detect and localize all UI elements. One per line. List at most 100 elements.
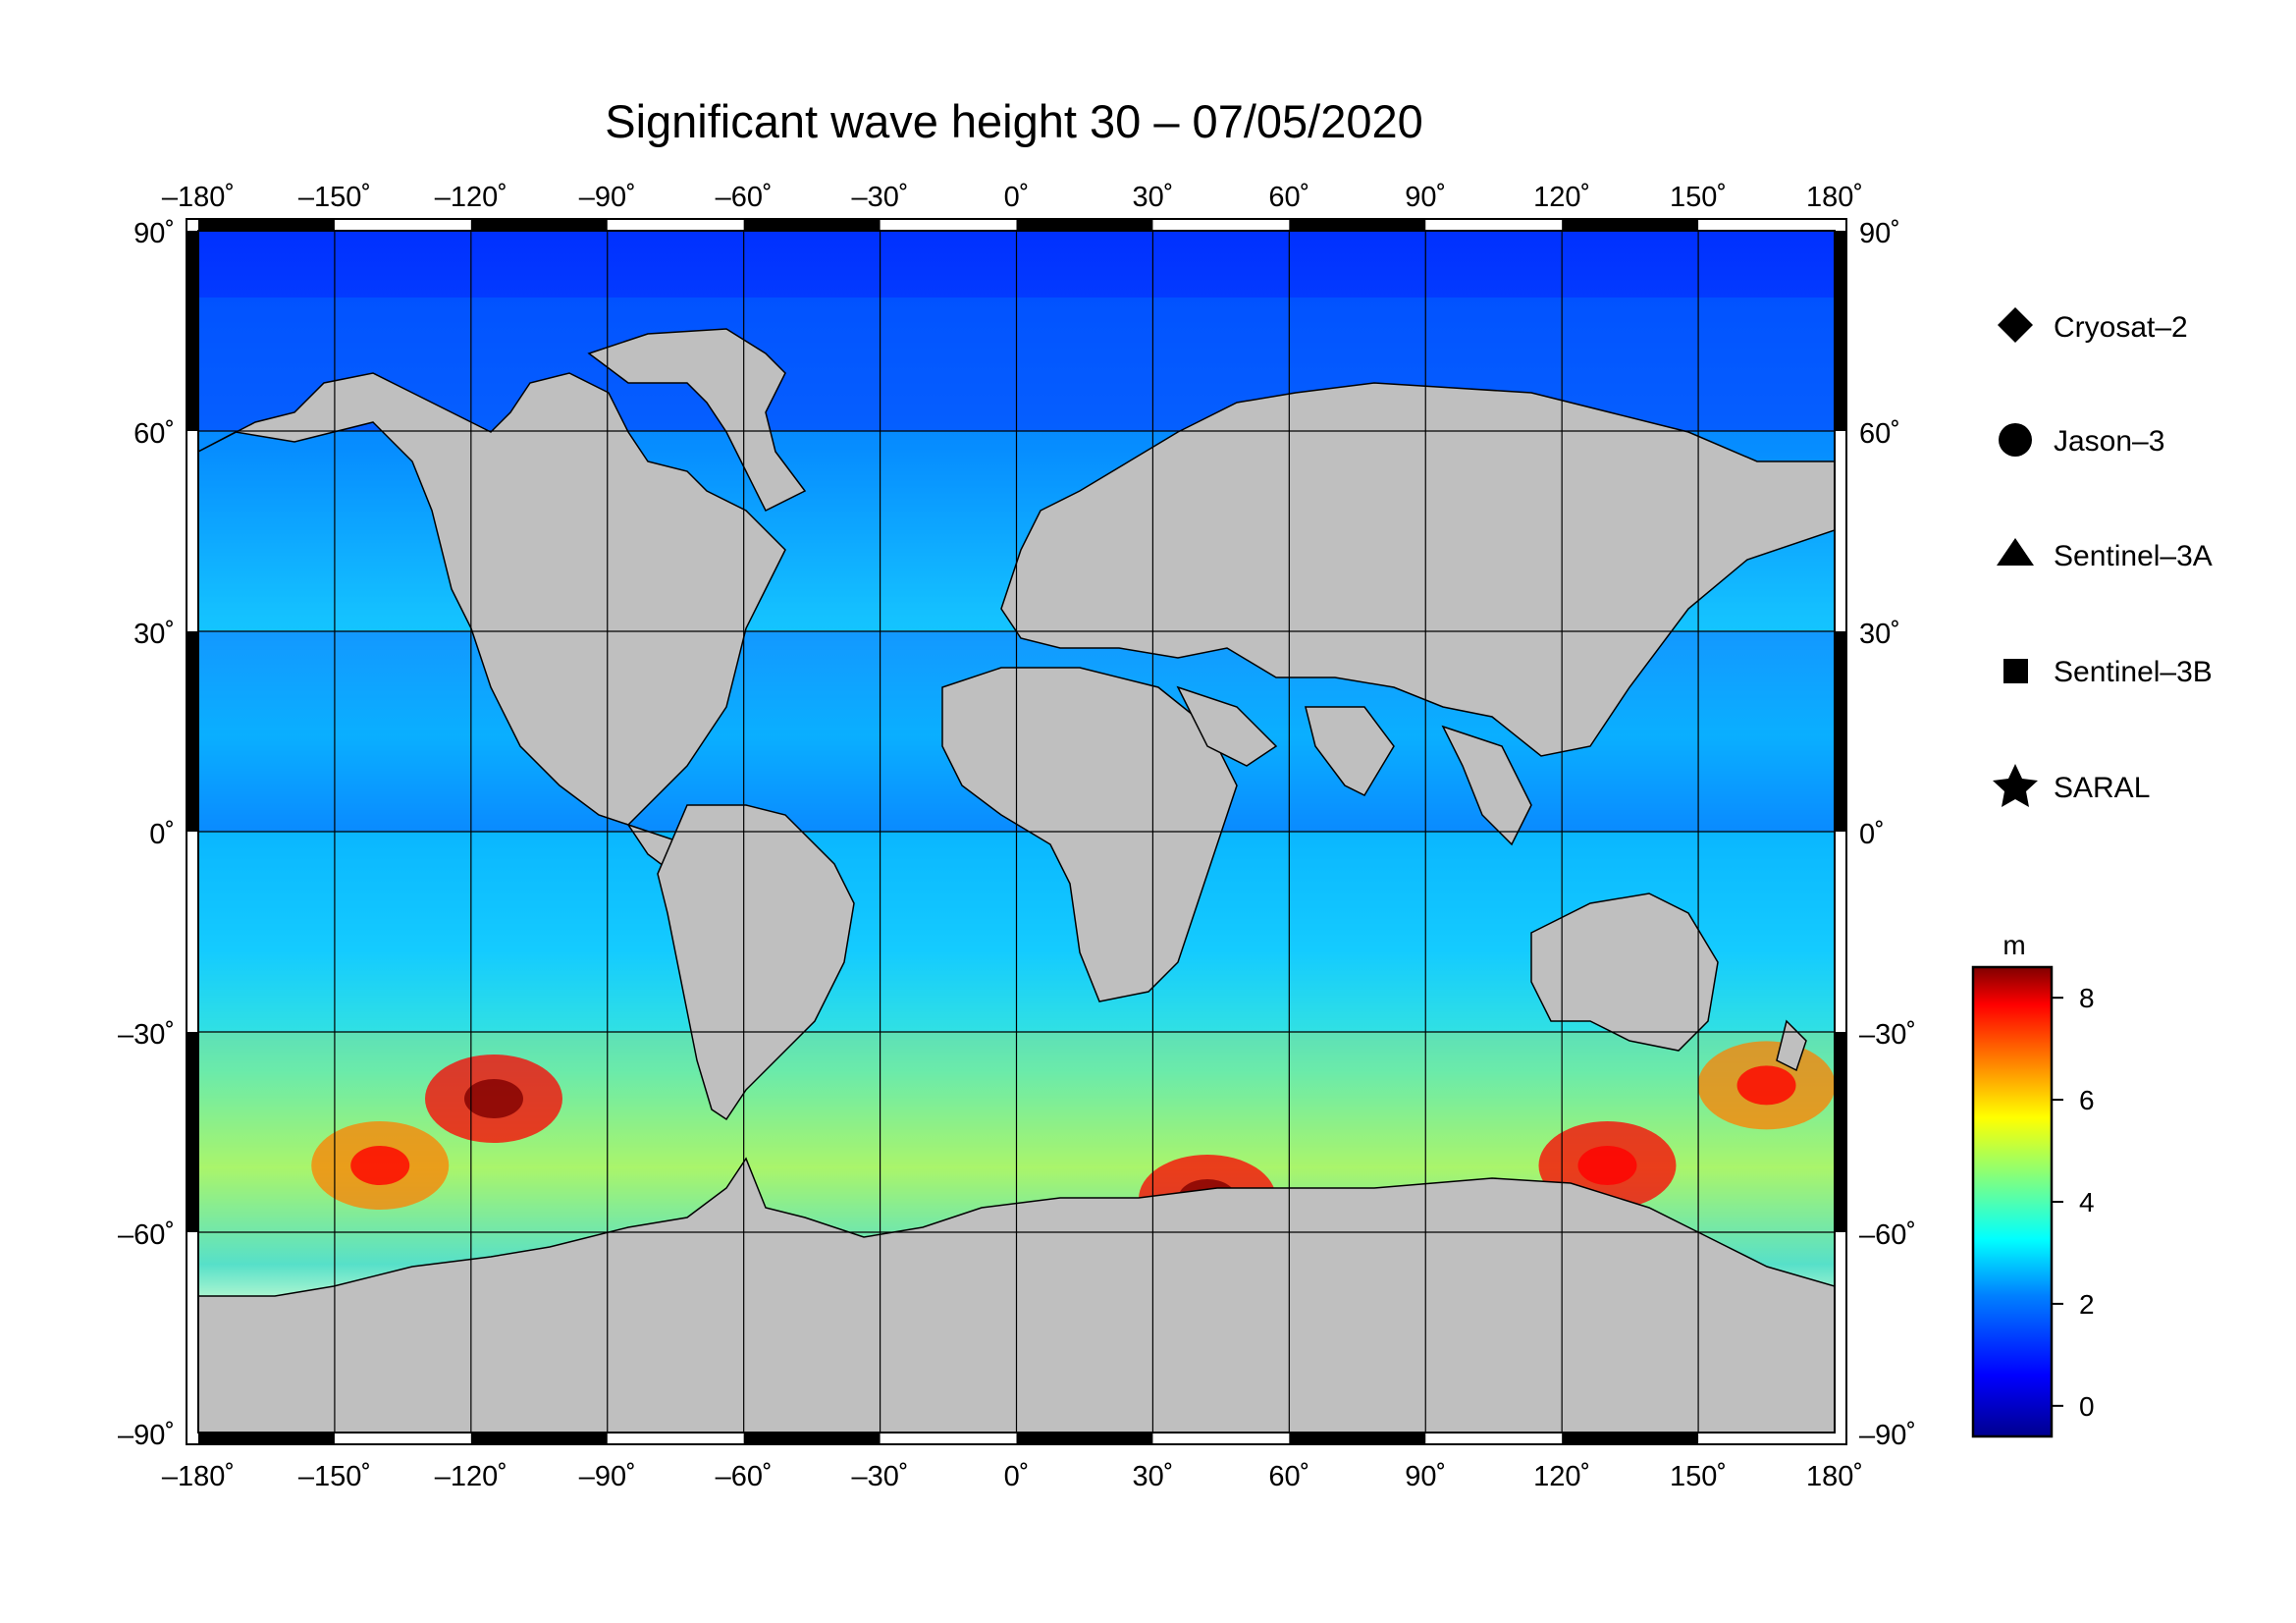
legend-item-sentinel-3a: Sentinel–3A	[1997, 538, 2213, 572]
lon-tick-label-bottom: 60˚	[1268, 1461, 1309, 1492]
map-frame	[186, 218, 1847, 1445]
legend-item-jason: Jason–3	[1999, 423, 2164, 458]
legend-label: Jason–3	[2054, 425, 2164, 458]
frame-band-top	[1016, 219, 1153, 231]
lon-tick-label-bottom: –60˚	[716, 1461, 773, 1492]
diamond-icon	[1998, 307, 2033, 343]
wave-peak-core	[463, 1079, 523, 1118]
lon-tick-label-bottom: –90˚	[579, 1461, 636, 1492]
lat-tick-label-right: 60˚	[1859, 418, 1900, 450]
frame-band-right	[1835, 231, 1846, 431]
frame-band-bottom	[1016, 1433, 1153, 1444]
colorbar: m 0 2 4 6 8	[1971, 930, 2095, 1438]
land-south-america	[657, 804, 855, 1121]
lat-tick-label-left: –30˚	[118, 1019, 175, 1051]
lat-tick-label-left: –90˚	[118, 1420, 175, 1451]
land-se-asia	[1441, 725, 1532, 846]
lon-tick-label-bottom: 120˚	[1533, 1461, 1590, 1492]
triangle-icon	[1997, 538, 2034, 566]
star-icon	[1993, 764, 2038, 807]
lat-tick-label-left: 60˚	[133, 418, 175, 450]
circle-icon	[1999, 423, 2032, 457]
square-icon	[2003, 659, 2028, 683]
legend-item-sentinel-3b: Sentinel–3B	[2003, 656, 2213, 688]
legend-label: Cryosat–2	[2054, 311, 2188, 344]
land-eurasia	[1000, 382, 1835, 757]
frame-band-top	[470, 219, 608, 231]
frame-band-bottom	[1289, 1433, 1426, 1444]
legend-label: Sentinel–3B	[2054, 656, 2213, 688]
colorbar-gradient	[1971, 965, 2054, 1438]
lon-tick-label-top: 30˚	[1132, 182, 1173, 213]
lat-tick-label-left: –60˚	[118, 1219, 175, 1251]
frame-band-right	[1835, 631, 1846, 832]
legend: Cryosat–2 Jason–3 Sentinel–3A Sentinel–3…	[1993, 307, 2213, 807]
colorbar-tick-label: 6	[2079, 1085, 2095, 1115]
lat-tick-label-right: –60˚	[1859, 1219, 1916, 1251]
frame-band-bottom	[743, 1433, 881, 1444]
land-new-zealand	[1776, 1019, 1807, 1072]
lon-tick-label-top: –120˚	[435, 182, 507, 213]
frame-band-top	[198, 219, 335, 231]
lon-tick-label-top: 180˚	[1806, 182, 1863, 213]
lon-tick-label-bottom: –30˚	[852, 1461, 909, 1492]
lon-tick-label-top: 0˚	[1004, 182, 1030, 213]
lon-tick-label-top: –90˚	[579, 182, 636, 213]
lat-tick-label-right: 90˚	[1859, 218, 1900, 249]
lon-tick-label-top: –180˚	[162, 182, 235, 213]
lon-tick-label-bottom: –150˚	[298, 1461, 371, 1492]
lon-tick-label-bottom: 90˚	[1405, 1461, 1446, 1492]
lon-tick-label-top: 60˚	[1268, 182, 1309, 213]
colorbar-ticks: 0 2 4 6 8	[2052, 983, 2095, 1422]
lon-tick-label-top: 120˚	[1533, 182, 1590, 213]
lon-tick-label-top: –30˚	[852, 182, 909, 213]
lon-tick-label-top: –150˚	[298, 182, 371, 213]
frame-band-top	[1289, 219, 1426, 231]
lon-tick-label-top: 90˚	[1405, 182, 1446, 213]
lat-tick-label-right: 0˚	[1859, 819, 1885, 850]
tick-labels: –180˚ –180˚ –150˚ –150˚ –120˚ –120˚ –90˚ –90˚ –6…	[118, 182, 1916, 1492]
frame-band-bottom	[198, 1433, 335, 1444]
lon-tick-label-bottom: 0˚	[1004, 1461, 1030, 1492]
legend-label: SARAL	[2054, 772, 2150, 804]
lat-tick-label-right: 30˚	[1859, 619, 1900, 650]
frame-band-left	[187, 231, 198, 431]
lon-tick-label-top: –60˚	[716, 182, 773, 213]
wave-peak-core	[350, 1146, 410, 1185]
map-title: Significant wave height 30 – 07/05/2020	[605, 95, 1423, 147]
colorbar-tick-label: 0	[2079, 1391, 2095, 1422]
lon-tick-label-bottom: 150˚	[1670, 1461, 1727, 1492]
lon-tick-label-bottom: –180˚	[162, 1461, 235, 1492]
frame-band-top	[743, 219, 881, 231]
frame-band-right	[1835, 1032, 1846, 1232]
grid-layer	[198, 231, 1835, 1433]
colorbar-tick-label: 8	[2079, 983, 2095, 1013]
legend-item-cryosat: Cryosat–2	[1998, 307, 2188, 344]
lon-tick-label-bottom: –120˚	[435, 1461, 507, 1492]
land-north-america	[198, 372, 786, 826]
land-india	[1305, 706, 1395, 796]
colorbar-tick-label: 4	[2079, 1187, 2095, 1217]
legend-item-saral: SARAL	[1993, 764, 2150, 807]
lon-tick-label-bottom: 30˚	[1132, 1461, 1173, 1492]
frame-band-left	[187, 1032, 198, 1232]
frame-band-top	[1562, 219, 1699, 231]
lat-tick-label-right: –90˚	[1859, 1420, 1916, 1451]
wave-peak-core	[1736, 1065, 1796, 1106]
legend-label: Sentinel–3A	[2054, 540, 2213, 572]
lon-tick-label-top: 150˚	[1670, 182, 1727, 213]
frame-band-left	[187, 631, 198, 832]
lat-tick-label-left: 0˚	[149, 819, 175, 850]
map-area	[198, 231, 1835, 1433]
colorbar-unit: m	[2002, 930, 2025, 960]
wave-peak-core	[1577, 1146, 1637, 1185]
land-greenland	[587, 328, 807, 513]
colorbar-tick-label: 2	[2079, 1289, 2095, 1320]
land-arabia	[1176, 685, 1278, 767]
lon-tick-label-bottom: 180˚	[1806, 1461, 1863, 1492]
frame-band-bottom	[1562, 1433, 1699, 1444]
lat-tick-label-left: 90˚	[133, 218, 175, 249]
land-australia	[1530, 893, 1719, 1052]
lat-tick-label-right: –30˚	[1859, 1019, 1916, 1051]
